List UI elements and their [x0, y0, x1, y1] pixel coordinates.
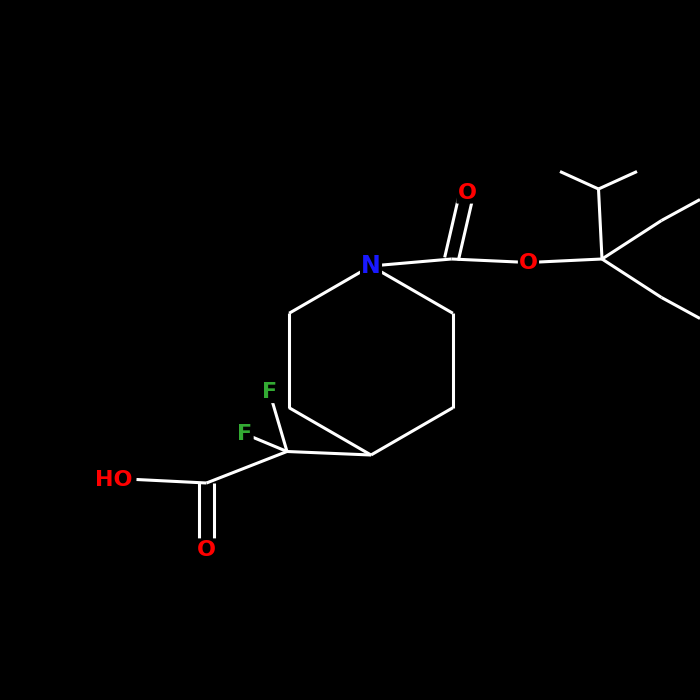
Text: O: O	[519, 253, 538, 272]
Text: N: N	[361, 254, 381, 278]
Text: HO: HO	[95, 470, 133, 489]
Text: F: F	[237, 424, 253, 444]
Text: O: O	[457, 183, 477, 202]
Text: O: O	[197, 540, 216, 559]
Text: F: F	[262, 382, 277, 402]
